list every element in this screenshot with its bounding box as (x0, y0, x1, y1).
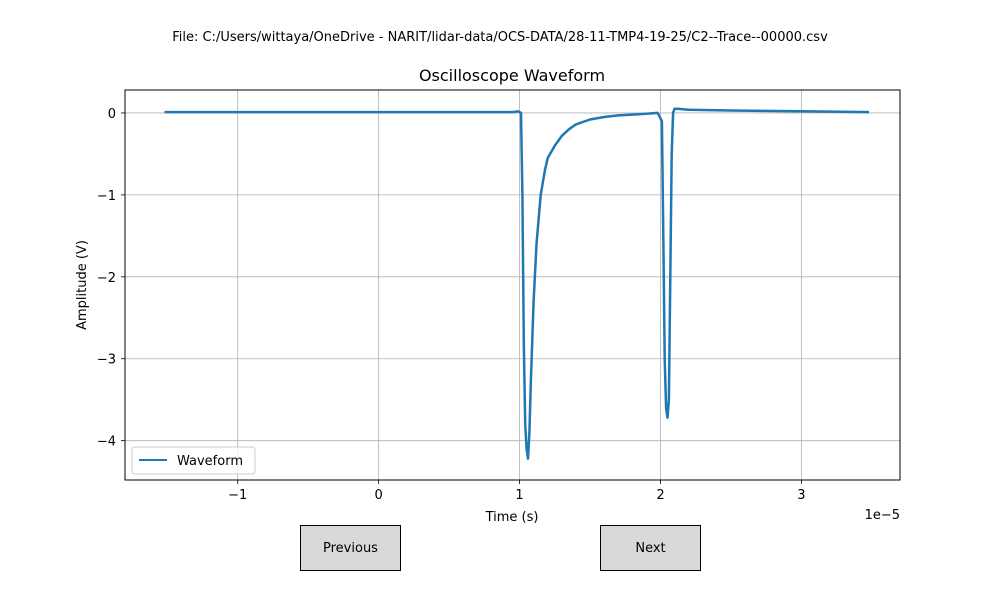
waveform-series-line (164, 107, 870, 460)
plot-frame (124, 89, 901, 481)
y-axis-label: Amplitude (V) (75, 240, 90, 330)
ticks: −1 0 1 2 3 0 −1 −2 −3 −4 (97, 107, 806, 503)
series-layer (164, 107, 870, 460)
grid (125, 90, 900, 480)
y-tick-label: −2 (97, 271, 116, 286)
y-tick-label: −4 (97, 435, 116, 450)
y-tick-label: −3 (97, 353, 116, 368)
next-button[interactable]: Next (600, 525, 701, 571)
x-offset-text: 1e−5 (865, 508, 900, 523)
legend-label: Waveform (177, 454, 243, 469)
legend: Waveform (131, 446, 256, 475)
y-tick-label: 0 (108, 107, 116, 122)
legend-box (131, 446, 256, 475)
x-tick-label: 1 (515, 488, 523, 503)
previous-button[interactable]: Previous (300, 525, 401, 571)
chart-title: Oscilloscope Waveform (419, 66, 605, 85)
file-path-label: File: C:/Users/wittaya/OneDrive - NARIT/… (172, 30, 828, 45)
x-tick-label: −1 (228, 488, 247, 503)
x-tick-label: 0 (374, 488, 382, 503)
y-tick-label: −1 (97, 189, 116, 204)
x-tick-label: 2 (656, 488, 664, 503)
x-tick-label: 3 (797, 488, 805, 503)
x-axis-label: Time (s) (485, 510, 539, 525)
